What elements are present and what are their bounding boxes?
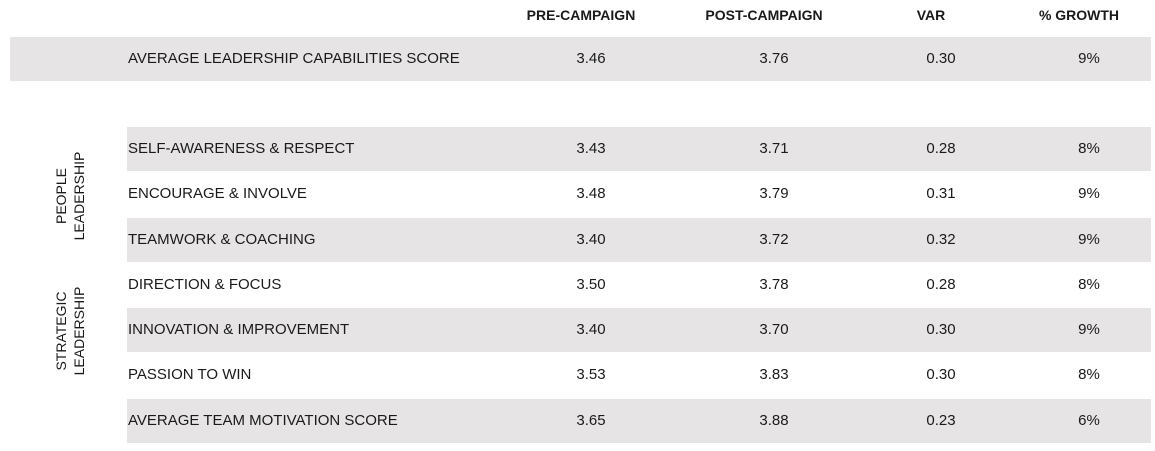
row-growth-value: 9% <box>1078 321 1100 338</box>
summary-metric-label: AVERAGE LEADERSHIP CAPABILITIES SCORE <box>128 50 460 67</box>
table-row: SELF-AWARENESS & RESPECT 3.43 3.71 0.28 … <box>127 127 1151 171</box>
row-var-value: 0.28 <box>926 276 956 293</box>
row-var-value: 0.30 <box>926 321 956 338</box>
row-metric-label: AVERAGE TEAM MOTIVATION SCORE <box>128 412 398 429</box>
row-metric-label: INNOVATION & IMPROVEMENT <box>128 321 350 338</box>
column-header-growth: % GROWTH <box>1038 7 1120 23</box>
row-growth-value: 8% <box>1078 276 1100 293</box>
column-header-post-campaign: POST-CAMPAIGN <box>705 7 823 23</box>
column-header-var: VAR <box>916 7 946 23</box>
table-row: TEAMWORK & COACHING 3.40 3.72 0.32 9% <box>127 218 1151 262</box>
row-pre-value: 3.65 <box>576 412 606 429</box>
row-growth-value: 8% <box>1078 140 1100 157</box>
row-growth-value: 8% <box>1078 366 1100 383</box>
table-row: AVERAGE TEAM MOTIVATION SCORE 3.65 3.88 … <box>127 399 1151 443</box>
row-pre-value: 3.40 <box>576 321 606 338</box>
summary-pre-value: 3.46 <box>576 50 606 67</box>
summary-post-value: 3.76 <box>759 50 789 67</box>
group-label-strategic-line2: LEADERSHIP <box>71 286 87 376</box>
row-var-value: 0.31 <box>926 185 956 202</box>
row-post-value: 3.79 <box>759 185 789 202</box>
row-metric-label: ENCOURAGE & INVOLVE <box>128 185 307 202</box>
row-pre-value: 3.50 <box>576 276 606 293</box>
row-pre-value: 3.40 <box>576 231 606 248</box>
row-metric-label: SELF-AWARENESS & RESPECT <box>128 140 355 157</box>
row-pre-value: 3.48 <box>576 185 606 202</box>
row-post-value: 3.88 <box>759 412 789 429</box>
row-var-value: 0.32 <box>926 231 956 248</box>
group-label-strategic-line1: STRATEGIC <box>53 291 69 371</box>
row-pre-value: 3.53 <box>576 366 606 383</box>
row-post-value: 3.72 <box>759 231 789 248</box>
table-row: INNOVATION & IMPROVEMENT 3.40 3.70 0.30 … <box>127 308 1151 352</box>
table-row: PASSION TO WIN 3.53 3.83 0.30 8% <box>127 353 1151 397</box>
row-post-value: 3.78 <box>759 276 789 293</box>
row-post-value: 3.70 <box>759 321 789 338</box>
summary-row: AVERAGE LEADERSHIP CAPABILITIES SCORE 3.… <box>10 37 1151 81</box>
row-growth-value: 9% <box>1078 231 1100 248</box>
summary-var-value: 0.30 <box>926 50 956 67</box>
table-row: DIRECTION & FOCUS 3.50 3.78 0.28 8% <box>127 263 1151 307</box>
group-label-people-line1: PEOPLE <box>53 167 69 225</box>
group-label-people-leadership: PEOPLE LEADERSHIP <box>52 126 92 266</box>
row-post-value: 3.83 <box>759 366 789 383</box>
summary-growth-value: 9% <box>1078 50 1100 67</box>
row-var-value: 0.28 <box>926 140 956 157</box>
group-label-strategic-leadership: STRATEGIC LEADERSHIP <box>52 261 92 401</box>
column-header-pre-campaign: PRE-CAMPAIGN <box>526 7 636 23</box>
group-label-people-line2: LEADERSHIP <box>71 151 87 241</box>
table-row: ENCOURAGE & INVOLVE 3.48 3.79 0.31 9% <box>127 172 1151 216</box>
row-metric-label: PASSION TO WIN <box>128 366 252 383</box>
row-pre-value: 3.43 <box>576 140 606 157</box>
row-metric-label: DIRECTION & FOCUS <box>128 276 282 293</box>
row-growth-value: 6% <box>1078 412 1100 429</box>
row-post-value: 3.71 <box>759 140 789 157</box>
row-var-value: 0.30 <box>926 366 956 383</box>
table-header: PRE-CAMPAIGN POST-CAMPAIGN VAR % GROWTH <box>0 0 1155 34</box>
row-metric-label: TEAMWORK & COACHING <box>128 231 316 248</box>
row-var-value: 0.23 <box>926 412 956 429</box>
row-growth-value: 9% <box>1078 185 1100 202</box>
